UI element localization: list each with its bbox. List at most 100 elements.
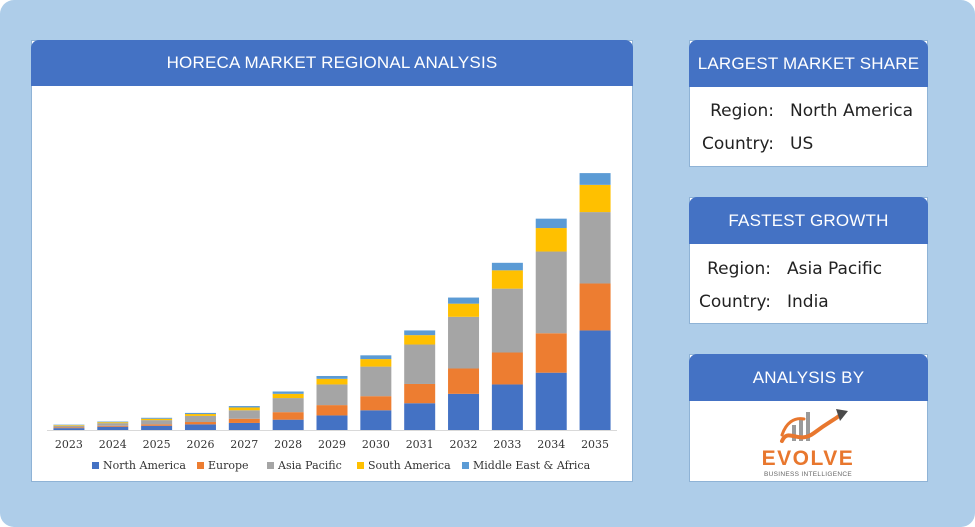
- bar-segment-middle-east-africa-2027: [228, 406, 260, 408]
- fastest-region-row: Region: Asia Pacific: [690, 259, 882, 279]
- bar-segment-south-america-2023: [53, 425, 85, 426]
- bar-segment-europe-2032: [448, 368, 480, 394]
- logo-text: EVOLVE: [762, 447, 855, 470]
- bar-segment-asia-pacific-2025: [141, 420, 173, 425]
- legend-label: Asia Pacific: [277, 459, 342, 472]
- chart-panel-title: HORECA MARKET REGIONAL ANALYSIS: [31, 40, 633, 86]
- country-value: US: [790, 134, 814, 154]
- x-tick-label: 2035: [581, 438, 609, 451]
- x-tick-label: 2025: [143, 438, 171, 451]
- bar-segment-south-america-2030: [360, 359, 392, 367]
- logo-subtext: BUSINESS INTELLIGENCE: [764, 471, 852, 478]
- bar-segment-asia-pacific-2032: [448, 316, 480, 369]
- bar-segment-asia-pacific-2034: [535, 251, 567, 334]
- legend-label: Europe: [208, 459, 249, 472]
- bar-segment-north-america-2035: [579, 330, 611, 430]
- x-tick-label: 2023: [55, 438, 83, 451]
- bar-segment-middle-east-africa-2026: [184, 412, 216, 415]
- bar-segment-south-america-2033: [491, 270, 523, 289]
- bar-segment-asia-pacific-2023: [53, 425, 85, 428]
- logo-swoosh-icon: [780, 413, 842, 443]
- legend-swatch: [267, 462, 274, 469]
- x-tick-label: 2032: [450, 438, 478, 451]
- x-tick-label: 2030: [362, 438, 390, 451]
- legend-swatch: [462, 462, 469, 469]
- x-tick-label: 2027: [230, 438, 258, 451]
- chart-panel: HORECA MARKET REGIONAL ANALYSIS 2023 2024…: [31, 40, 633, 482]
- bar-segment-asia-pacific-2031: [404, 344, 436, 384]
- bar-segment-asia-pacific-2027: [228, 410, 260, 419]
- x-tick-label: 2026: [186, 438, 214, 451]
- bar-segment-middle-east-africa-2024: [97, 421, 129, 423]
- bar-segment-north-america-2023: [53, 428, 85, 430]
- bar-segment-north-america-2024: [97, 426, 129, 430]
- logo-bar-icon: [792, 425, 796, 441]
- legend-swatch: [357, 462, 364, 469]
- bar-segment-south-america-2028: [272, 393, 304, 399]
- bar-segment-north-america-2031: [404, 403, 436, 430]
- bar-segment-middle-east-africa-2034: [535, 218, 567, 229]
- bar-segment-north-america-2025: [141, 425, 173, 430]
- bar-segment-europe-2033: [491, 352, 523, 385]
- logo-bar-icon: [799, 418, 803, 441]
- bar-segment-south-america-2034: [535, 228, 567, 252]
- bar-segment-north-america-2034: [535, 372, 567, 430]
- bar-segment-north-america-2026: [184, 424, 216, 430]
- bar-segment-south-america-2027: [228, 407, 260, 411]
- bar-segment-north-america-2029: [316, 415, 348, 430]
- bar-segment-middle-east-africa-2035: [579, 173, 611, 185]
- bar-segment-middle-east-africa-2033: [491, 262, 523, 271]
- analysis-by-title: ANALYSIS BY: [689, 354, 928, 401]
- bar-segment-north-america-2028: [272, 419, 304, 430]
- bar-segment-middle-east-africa-2032: [448, 297, 480, 304]
- x-tick-label: 2029: [318, 438, 346, 451]
- bar-segment-south-america-2026: [184, 414, 216, 416]
- evolve-logo-graphic: EVOLVE BUSINESS INTELLIGENCE: [762, 409, 855, 478]
- fastest-growth-title: FASTEST GROWTH: [689, 197, 928, 244]
- largest-country-row: Country: US: [690, 134, 813, 154]
- region-label: Region:: [707, 259, 771, 279]
- largest-region-row: Region: North America: [690, 101, 913, 121]
- x-tick-label: 2033: [493, 438, 521, 451]
- bar-segment-asia-pacific-2030: [360, 366, 392, 397]
- fastest-growth-panel: FASTEST GROWTH Region: Asia Pacific Coun…: [689, 197, 928, 324]
- legend-label: South America: [368, 459, 451, 472]
- logo-arc-icon: [780, 417, 806, 437]
- x-tick-label: 2028: [274, 438, 302, 451]
- largest-market-share-title: LARGEST MARKET SHARE: [689, 40, 928, 87]
- bar-segment-middle-east-africa-2031: [404, 330, 436, 336]
- bar-segment-north-america-2032: [448, 393, 480, 430]
- bar-segment-europe-2023: [53, 427, 85, 429]
- bar-segment-south-america-2031: [404, 335, 436, 345]
- country-value: India: [787, 292, 829, 312]
- bar-segment-north-america-2027: [228, 422, 260, 430]
- bar-segment-europe-2029: [316, 405, 348, 416]
- bar-segment-asia-pacific-2033: [491, 288, 523, 353]
- logo-arrow-icon: [836, 409, 848, 421]
- evolve-logo: EVOLVE BUSINESS INTELLIGENCE: [690, 405, 927, 480]
- bar-segment-middle-east-africa-2025: [141, 417, 173, 419]
- country-label: Country:: [701, 134, 774, 154]
- bar-segment-middle-east-africa-2029: [316, 375, 348, 379]
- largest-market-share-panel: LARGEST MARKET SHARE Region: North Ameri…: [689, 40, 928, 167]
- region-value: Asia Pacific: [787, 259, 883, 279]
- country-label: Country:: [698, 292, 771, 312]
- bar-segment-europe-2031: [404, 383, 436, 404]
- bar-segment-south-america-2024: [97, 422, 129, 424]
- bar-segment-europe-2024: [97, 425, 129, 427]
- x-tick-label: 2024: [99, 438, 127, 451]
- region-value: North America: [790, 101, 914, 121]
- bar-segment-europe-2035: [579, 283, 611, 331]
- bar-segment-south-america-2029: [316, 378, 348, 385]
- logo-bar-icon: [806, 412, 810, 441]
- legend-label: North America: [103, 459, 186, 472]
- bar-segment-south-america-2032: [448, 303, 480, 317]
- legend-swatch: [92, 462, 99, 469]
- bar-segment-asia-pacific-2029: [316, 384, 348, 406]
- bar-segment-asia-pacific-2026: [184, 415, 216, 423]
- bar-segment-north-america-2033: [491, 384, 523, 430]
- bar-segment-europe-2030: [360, 396, 392, 411]
- bar-segment-middle-east-africa-2030: [360, 355, 392, 360]
- bar-segment-middle-east-africa-2028: [272, 391, 304, 394]
